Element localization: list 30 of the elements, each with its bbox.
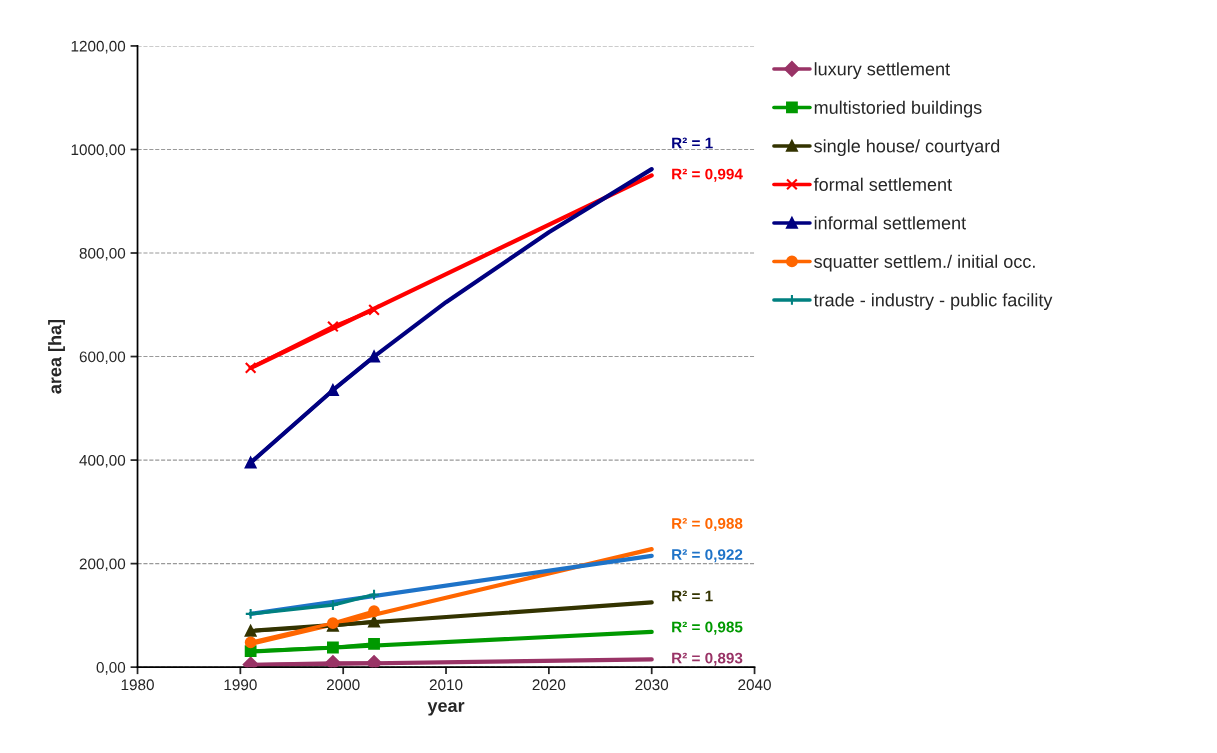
legend-label: squatter settlem./ initial occ. xyxy=(814,254,1035,272)
legend-label: multistoried buildings xyxy=(814,100,982,118)
annotation: R² = 0,988 xyxy=(672,518,743,532)
y-axis-title: area [ha] xyxy=(48,319,65,394)
y-tick-label: 1000,00 xyxy=(71,144,126,157)
y-tick-label: 600,00 xyxy=(79,351,126,365)
y-tick-label: 800,00 xyxy=(79,247,126,261)
legend-label: single house/ courtyard xyxy=(814,139,1000,157)
legend-label: trade - industry - public facility xyxy=(813,293,1053,310)
x-tick-label: 2010 xyxy=(429,679,463,691)
annotation: R² = 1 xyxy=(672,137,713,149)
x-tick-label: 2030 xyxy=(635,679,669,691)
y-tick-label: 0,00 xyxy=(96,662,126,675)
annotation: R² = 1 xyxy=(672,590,713,602)
annotation: R² = 0,893 xyxy=(672,652,743,666)
y-tick-label: 200,00 xyxy=(79,558,126,572)
legend-label: formal settlement xyxy=(813,177,952,191)
x-tick-label: 1980 xyxy=(121,679,154,691)
x-tick-label: 2020 xyxy=(532,679,566,691)
x-tick-label: 1990 xyxy=(224,679,257,691)
x-axis-title: year xyxy=(427,702,465,716)
x-tick-label: 2000 xyxy=(326,679,360,691)
y-tick-label: 400,00 xyxy=(79,454,126,468)
annotation: R² = 0,994 xyxy=(672,168,743,182)
legend-label: informal settlement xyxy=(814,216,966,230)
y-tick-label: 1200,00 xyxy=(71,40,126,54)
legend-label: luxury settlement xyxy=(814,62,950,80)
annotation: R² = 0,985 xyxy=(672,621,743,635)
annotation: R² = 0,922 xyxy=(672,549,743,563)
x-tick-label: 2040 xyxy=(738,679,771,691)
